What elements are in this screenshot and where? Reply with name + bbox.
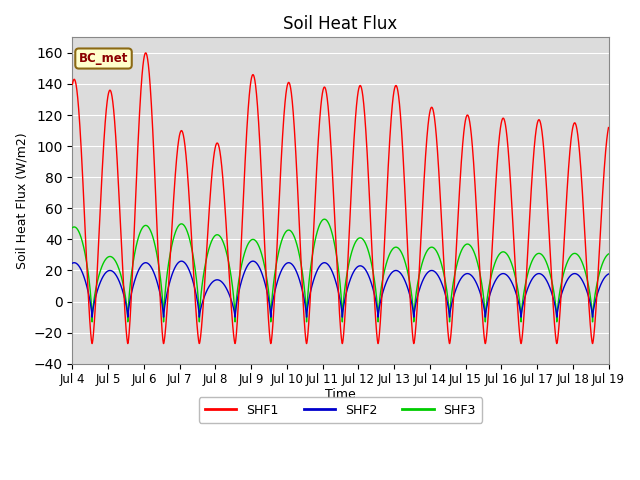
SHF3: [321, 216, 328, 222]
SHF2: [165, 283, 173, 288]
SHF2: [177, 258, 185, 264]
SHF2: [605, 271, 612, 277]
SHF1: [431, 119, 439, 125]
SHF2: [321, 260, 328, 265]
Line: SHF3: SHF3: [72, 219, 609, 322]
Y-axis label: Soil Heat Flux (W/m2): Soil Heat Flux (W/m2): [15, 132, 28, 269]
SHF2: [604, 271, 612, 277]
Title: Soil Heat Flux: Soil Heat Flux: [284, 15, 397, 33]
SHF1: [321, 84, 328, 90]
SHF1: [165, 276, 173, 281]
SHF2: [492, 278, 499, 284]
SHF1: [605, 125, 612, 131]
SHF3: [68, 225, 76, 230]
SHF1: [604, 127, 612, 133]
SHF1: [142, 50, 150, 56]
SHF2: [431, 269, 439, 275]
SHF1: [492, 193, 499, 199]
SHF3: [321, 216, 328, 222]
Line: SHF2: SHF2: [72, 261, 609, 317]
SHF2: [68, 260, 76, 266]
SHF2: [88, 314, 96, 320]
Line: SHF1: SHF1: [72, 53, 609, 344]
SHF3: [605, 251, 612, 257]
SHF3: [492, 260, 499, 265]
Legend: SHF1, SHF2, SHF3: SHF1, SHF2, SHF3: [199, 397, 482, 423]
SHF3: [431, 246, 439, 252]
SHF2: [461, 272, 468, 277]
SHF1: [68, 82, 76, 87]
SHF1: [461, 122, 468, 128]
SHF3: [165, 259, 173, 264]
SHF1: [88, 341, 96, 347]
SHF3: [461, 242, 468, 248]
X-axis label: Time: Time: [325, 388, 356, 401]
SHF3: [604, 252, 612, 257]
Text: BC_met: BC_met: [79, 52, 128, 65]
SHF3: [88, 319, 96, 324]
